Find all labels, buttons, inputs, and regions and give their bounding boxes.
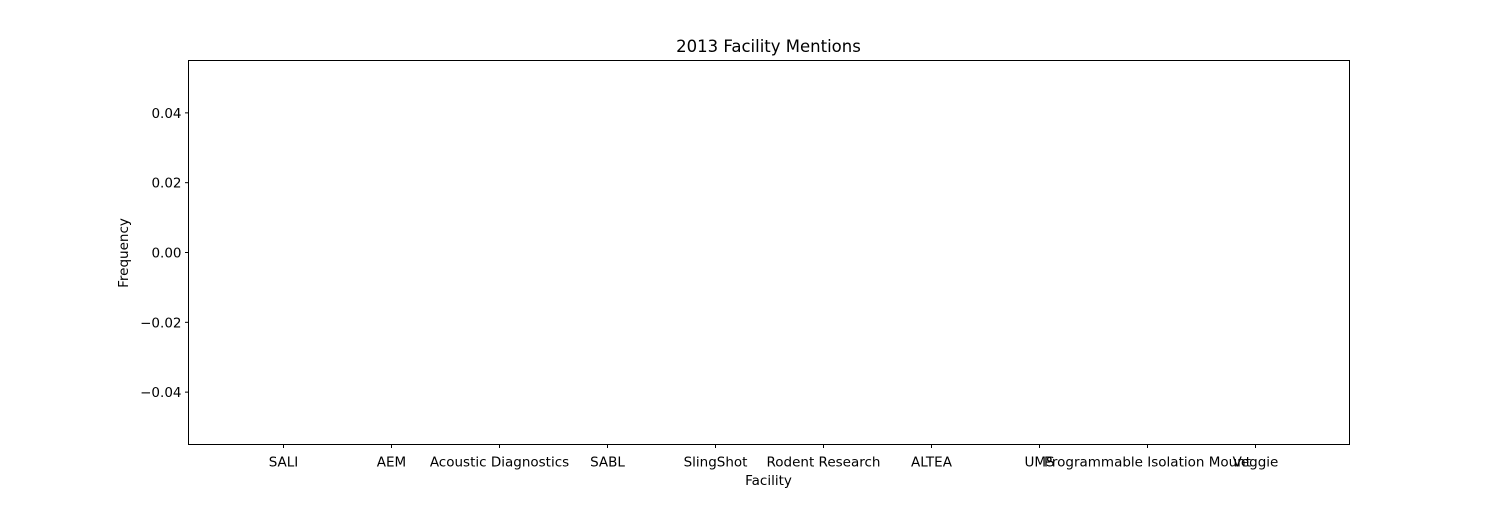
x-tick-label: SlingShot xyxy=(684,455,748,471)
x-tick-label: ALTEA xyxy=(911,455,953,471)
x-tick-label: SALI xyxy=(269,455,299,471)
y-tick-label: 0.00 xyxy=(151,246,181,262)
y-tick-label: 0.04 xyxy=(151,106,181,122)
chart-title: 2013 Facility Mentions xyxy=(676,37,861,56)
x-tick-label: Acoustic Diagnostics xyxy=(430,455,569,471)
y-tick-label: −0.02 xyxy=(140,315,181,331)
x-tick-label: UMS xyxy=(1024,455,1054,471)
x-axis: SALI AEM Acoustic Diagnostics SABL SlingShot… xyxy=(269,444,1279,471)
x-tick-label: Veggie xyxy=(1233,455,1279,471)
y-tick-label: 0.02 xyxy=(151,176,181,192)
x-tick-label: SABL xyxy=(590,455,625,471)
y-axis-label: Frequency xyxy=(116,218,132,288)
x-tick-label: Rodent Research xyxy=(767,455,881,471)
x-tick-label: Programmable Isolation Mount xyxy=(1044,455,1251,471)
x-tick-label: AEM xyxy=(377,455,406,471)
x-axis-label: Facility xyxy=(745,473,792,489)
y-axis: −0.04 −0.02 0.00 0.02 0.04 xyxy=(140,106,189,401)
y-tick-label: −0.04 xyxy=(140,385,181,401)
plot-frame xyxy=(188,60,1350,445)
